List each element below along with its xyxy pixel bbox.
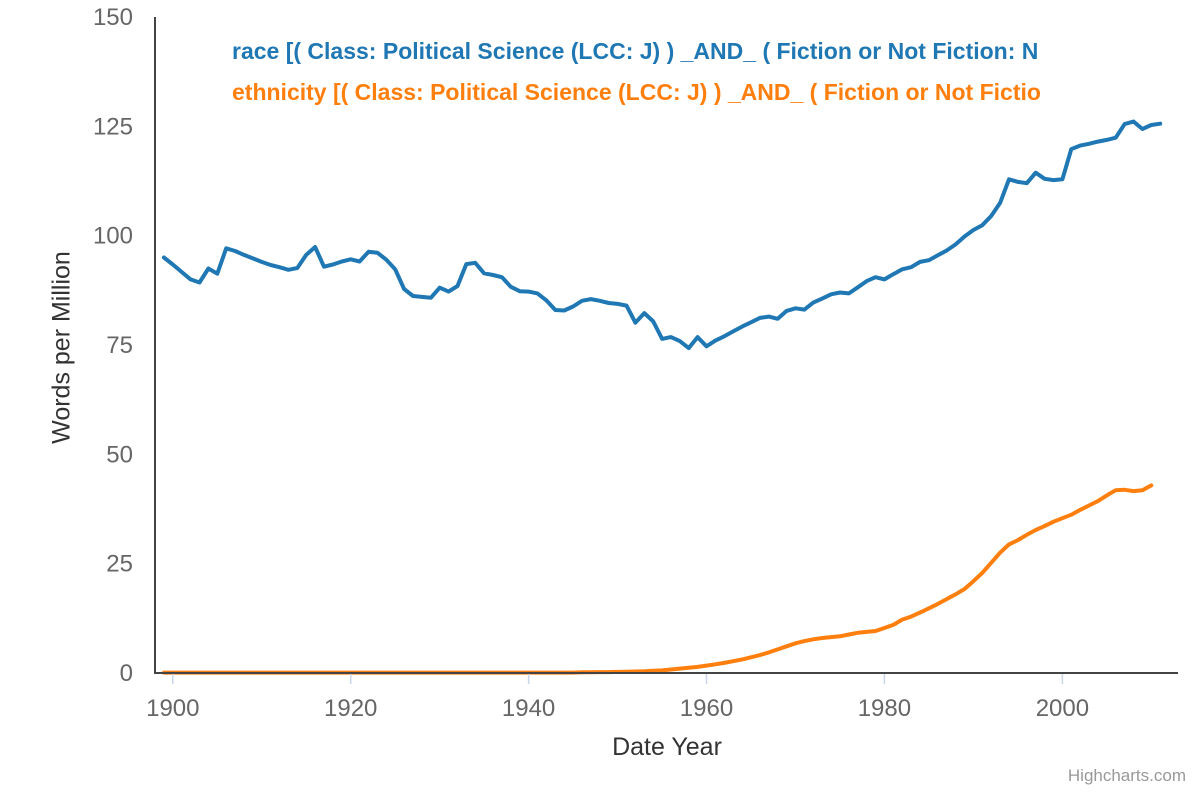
y-tick-label: 125 — [93, 113, 133, 140]
legend-item-ethnicity[interactable]: ethnicity [( Class: Political Science (L… — [232, 79, 1041, 105]
x-tick-label: 1920 — [324, 695, 377, 722]
x-tick-label: 1900 — [146, 695, 199, 722]
highcharts-credit[interactable]: Highcharts.com — [1067, 766, 1186, 785]
x-tick-label: 1960 — [680, 695, 733, 722]
x-axis-title: Date Year — [612, 733, 722, 761]
series-line-ethnicity[interactable] — [161, 483, 1154, 675]
x-tick-label: 2000 — [1036, 695, 1089, 722]
legend-item-race[interactable]: race [( Class: Political Science (LCC: J… — [232, 38, 1039, 64]
y-tick-label: 150 — [93, 4, 133, 31]
y-axis-title: Words per Million — [47, 251, 76, 444]
series-line-race[interactable] — [161, 119, 1163, 351]
x-tick-label: 1980 — [858, 695, 911, 722]
y-tick-label: 75 — [106, 332, 133, 359]
y-tick-label: 0 — [120, 660, 133, 687]
y-tick-label: 25 — [106, 551, 133, 578]
y-tick-label: 100 — [93, 223, 133, 250]
x-tick-label: 1940 — [502, 695, 555, 722]
y-tick-label: 50 — [106, 441, 133, 468]
legend: race [( Class: Political Science (LCC: J… — [232, 31, 1200, 113]
